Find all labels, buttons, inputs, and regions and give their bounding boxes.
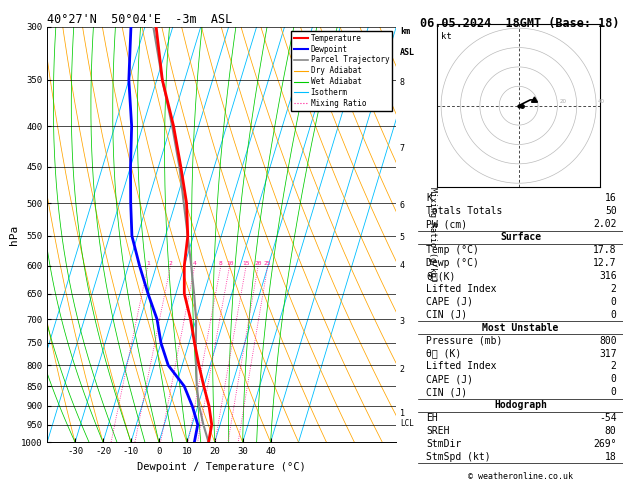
Text: 800: 800	[599, 336, 616, 346]
Text: Mixing Ratio (g/kg): Mixing Ratio (g/kg)	[428, 187, 437, 282]
Text: © weatheronline.co.uk: © weatheronline.co.uk	[468, 472, 572, 481]
Text: Dewp (°C): Dewp (°C)	[426, 258, 479, 268]
Text: ASL: ASL	[400, 48, 415, 56]
Text: Lifted Index: Lifted Index	[426, 284, 497, 294]
Text: -54: -54	[599, 413, 616, 423]
X-axis label: Dewpoint / Temperature (°C): Dewpoint / Temperature (°C)	[137, 462, 306, 472]
Text: EH: EH	[426, 413, 438, 423]
Text: K: K	[426, 193, 432, 204]
Text: 0: 0	[611, 374, 616, 384]
Text: 25: 25	[264, 261, 272, 266]
Text: Temp (°C): Temp (°C)	[426, 245, 479, 255]
Text: 0: 0	[611, 387, 616, 397]
Text: 17.8: 17.8	[593, 245, 616, 255]
Text: Most Unstable: Most Unstable	[482, 323, 559, 332]
Text: 15: 15	[242, 261, 250, 266]
Text: 8: 8	[219, 261, 223, 266]
Text: 06.05.2024  18GMT (Base: 18): 06.05.2024 18GMT (Base: 18)	[420, 17, 620, 30]
Text: 40°27'N  50°04'E  -3m  ASL: 40°27'N 50°04'E -3m ASL	[47, 13, 233, 26]
Text: 3: 3	[400, 317, 404, 326]
Text: kt: kt	[441, 32, 452, 41]
Text: 18: 18	[605, 452, 616, 462]
Text: 4: 4	[193, 261, 197, 266]
Text: CIN (J): CIN (J)	[426, 310, 467, 320]
Text: 269°: 269°	[593, 439, 616, 449]
Text: θᴄ(K): θᴄ(K)	[426, 271, 456, 281]
Text: 10: 10	[226, 261, 233, 266]
Text: CIN (J): CIN (J)	[426, 387, 467, 397]
Text: 2: 2	[169, 261, 172, 266]
Text: Hodograph: Hodograph	[494, 400, 547, 410]
Text: 6: 6	[400, 201, 404, 209]
Text: 12.7: 12.7	[593, 258, 616, 268]
Text: 4: 4	[400, 261, 404, 270]
Text: Surface: Surface	[500, 232, 541, 242]
Y-axis label: hPa: hPa	[9, 225, 19, 244]
Text: 2: 2	[611, 362, 616, 371]
Text: 2: 2	[400, 365, 404, 374]
Text: θᴄ (K): θᴄ (K)	[426, 348, 462, 359]
Text: 8: 8	[400, 78, 404, 87]
Text: SREH: SREH	[426, 426, 450, 436]
Text: 20: 20	[254, 261, 262, 266]
Text: 0: 0	[611, 297, 616, 307]
Text: Pressure (mb): Pressure (mb)	[426, 336, 503, 346]
Text: km: km	[400, 27, 409, 36]
Text: 40: 40	[598, 99, 605, 104]
Text: StmDir: StmDir	[426, 439, 462, 449]
Text: PW (cm): PW (cm)	[426, 219, 467, 229]
Text: 7: 7	[400, 144, 404, 153]
Text: Totals Totals: Totals Totals	[426, 207, 503, 216]
Text: CAPE (J): CAPE (J)	[426, 374, 474, 384]
Text: CAPE (J): CAPE (J)	[426, 297, 474, 307]
Text: 2.02: 2.02	[593, 219, 616, 229]
Text: 317: 317	[599, 348, 616, 359]
Legend: Temperature, Dewpoint, Parcel Trajectory, Dry Adiabat, Wet Adiabat, Isotherm, Mi: Temperature, Dewpoint, Parcel Trajectory…	[291, 31, 392, 111]
Text: 1: 1	[400, 409, 404, 418]
Text: 0: 0	[611, 310, 616, 320]
Text: 1: 1	[146, 261, 150, 266]
Text: 20: 20	[559, 99, 566, 104]
Text: 80: 80	[605, 426, 616, 436]
Text: 50: 50	[605, 207, 616, 216]
Text: 16: 16	[605, 193, 616, 204]
Text: LCL: LCL	[400, 419, 414, 428]
Text: 5: 5	[400, 233, 404, 243]
Text: Lifted Index: Lifted Index	[426, 362, 497, 371]
Text: 316: 316	[599, 271, 616, 281]
Text: StmSpd (kt): StmSpd (kt)	[426, 452, 491, 462]
Text: 2: 2	[611, 284, 616, 294]
